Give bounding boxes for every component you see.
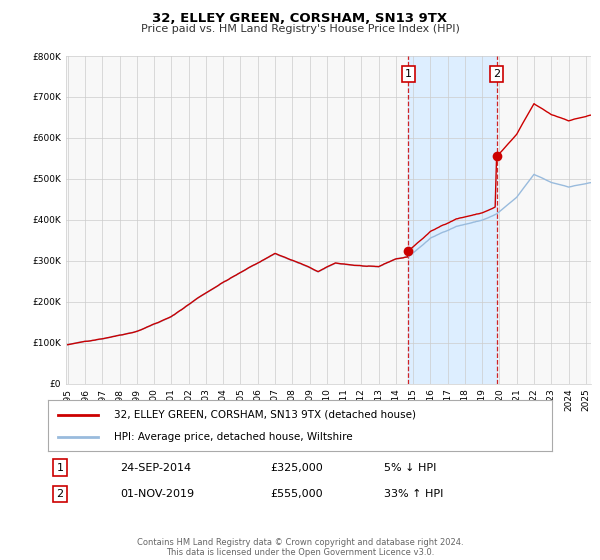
- Text: 1: 1: [56, 463, 64, 473]
- Text: £325,000: £325,000: [270, 463, 323, 473]
- Text: HPI: Average price, detached house, Wiltshire: HPI: Average price, detached house, Wilt…: [113, 432, 352, 442]
- Text: Contains HM Land Registry data © Crown copyright and database right 2024.
This d: Contains HM Land Registry data © Crown c…: [137, 538, 463, 557]
- Text: 24-SEP-2014: 24-SEP-2014: [120, 463, 191, 473]
- Text: 2: 2: [493, 69, 500, 79]
- Text: £555,000: £555,000: [270, 489, 323, 499]
- Text: Price paid vs. HM Land Registry's House Price Index (HPI): Price paid vs. HM Land Registry's House …: [140, 24, 460, 34]
- Text: 2: 2: [56, 489, 64, 499]
- Text: 5% ↓ HPI: 5% ↓ HPI: [384, 463, 436, 473]
- Bar: [409, 56, 497, 384]
- Text: 1: 1: [405, 69, 412, 79]
- Text: 32, ELLEY GREEN, CORSHAM, SN13 9TX: 32, ELLEY GREEN, CORSHAM, SN13 9TX: [152, 12, 448, 25]
- Text: 33% ↑ HPI: 33% ↑ HPI: [384, 489, 443, 499]
- Text: 32, ELLEY GREEN, CORSHAM, SN13 9TX (detached house): 32, ELLEY GREEN, CORSHAM, SN13 9TX (deta…: [113, 409, 416, 419]
- Text: 01-NOV-2019: 01-NOV-2019: [120, 489, 194, 499]
